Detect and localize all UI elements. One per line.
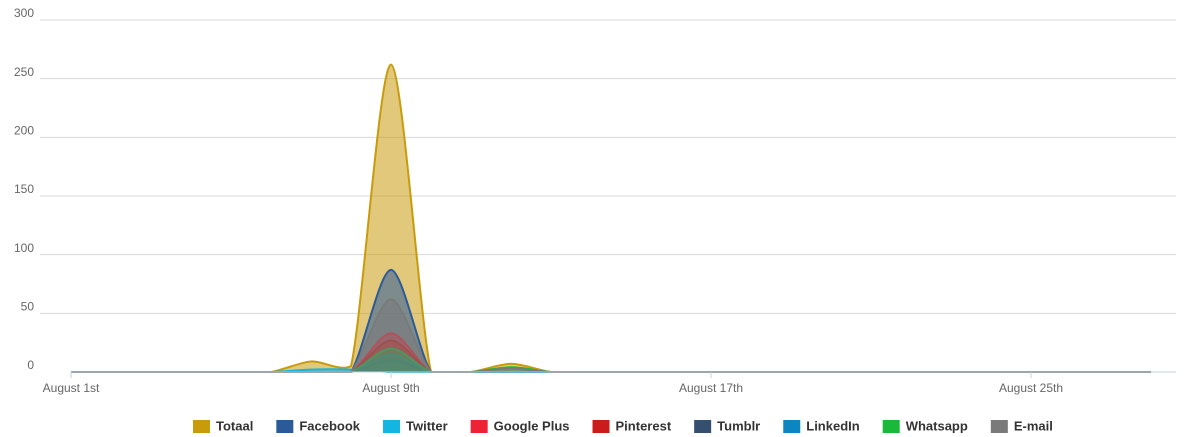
legend-label: Facebook	[299, 418, 360, 433]
series-line	[71, 359, 1151, 373]
x-tick-label: August 9th	[362, 381, 419, 395]
legend-label: Tumblr	[717, 418, 760, 433]
y-tick-label: 50	[21, 300, 35, 314]
series-line	[71, 63, 1151, 373]
y-tick-label: 150	[14, 182, 34, 196]
series-line	[71, 347, 1151, 373]
series-area	[71, 340, 1151, 372]
y-tick-label: 100	[14, 241, 34, 255]
legend-item: Whatsapp	[882, 418, 968, 433]
y-tick-label: 300	[14, 6, 34, 20]
series-line	[71, 298, 1151, 373]
x-tick-label: August 17th	[679, 381, 743, 395]
series-area	[71, 269, 1151, 372]
legend-item: Totaal	[193, 418, 253, 433]
series-line	[71, 339, 1151, 373]
plot-area	[71, 63, 1151, 373]
legend-label: Twitter	[406, 418, 448, 433]
legend-swatch	[694, 420, 712, 433]
legend-item: Pinterest	[592, 418, 672, 433]
legend-swatch	[383, 420, 401, 433]
y-tick-label: 250	[14, 65, 34, 79]
legend-item: Tumblr	[694, 418, 760, 433]
legend-swatch	[470, 420, 488, 433]
legend-swatch	[783, 420, 801, 433]
series-area	[71, 64, 1151, 372]
series-area	[71, 299, 1151, 372]
legend-label: LinkedIn	[806, 418, 860, 433]
legend-swatch	[592, 420, 610, 433]
y-tick-label: 200	[14, 124, 34, 138]
legend-item: LinkedIn	[783, 418, 860, 433]
legend-swatch	[276, 420, 294, 433]
series-area	[71, 354, 1151, 372]
legend-label: Whatsapp	[906, 418, 968, 433]
legend-label: Totaal	[216, 418, 253, 433]
x-tick-label: August 1st	[43, 381, 100, 395]
series-area	[71, 348, 1151, 372]
series-area	[71, 360, 1151, 372]
legend-swatch	[882, 420, 900, 433]
legend-item: Twitter	[383, 418, 448, 433]
series-line	[71, 332, 1151, 373]
legend-label: Google Plus	[494, 418, 570, 433]
y-tick-label: 0	[27, 358, 34, 372]
legend-item: Facebook	[276, 418, 361, 433]
legend-label: Pinterest	[616, 418, 672, 433]
legend-label: E-mail	[1014, 418, 1053, 433]
x-tick-label: August 25th	[999, 381, 1063, 395]
legend-item: E-mail	[990, 418, 1053, 433]
legend-swatch	[193, 420, 210, 433]
series-area	[71, 333, 1151, 372]
legend-item: Google Plus	[470, 418, 570, 433]
legend-swatch	[990, 420, 1008, 433]
series-line	[71, 353, 1151, 373]
series-line	[71, 268, 1151, 373]
